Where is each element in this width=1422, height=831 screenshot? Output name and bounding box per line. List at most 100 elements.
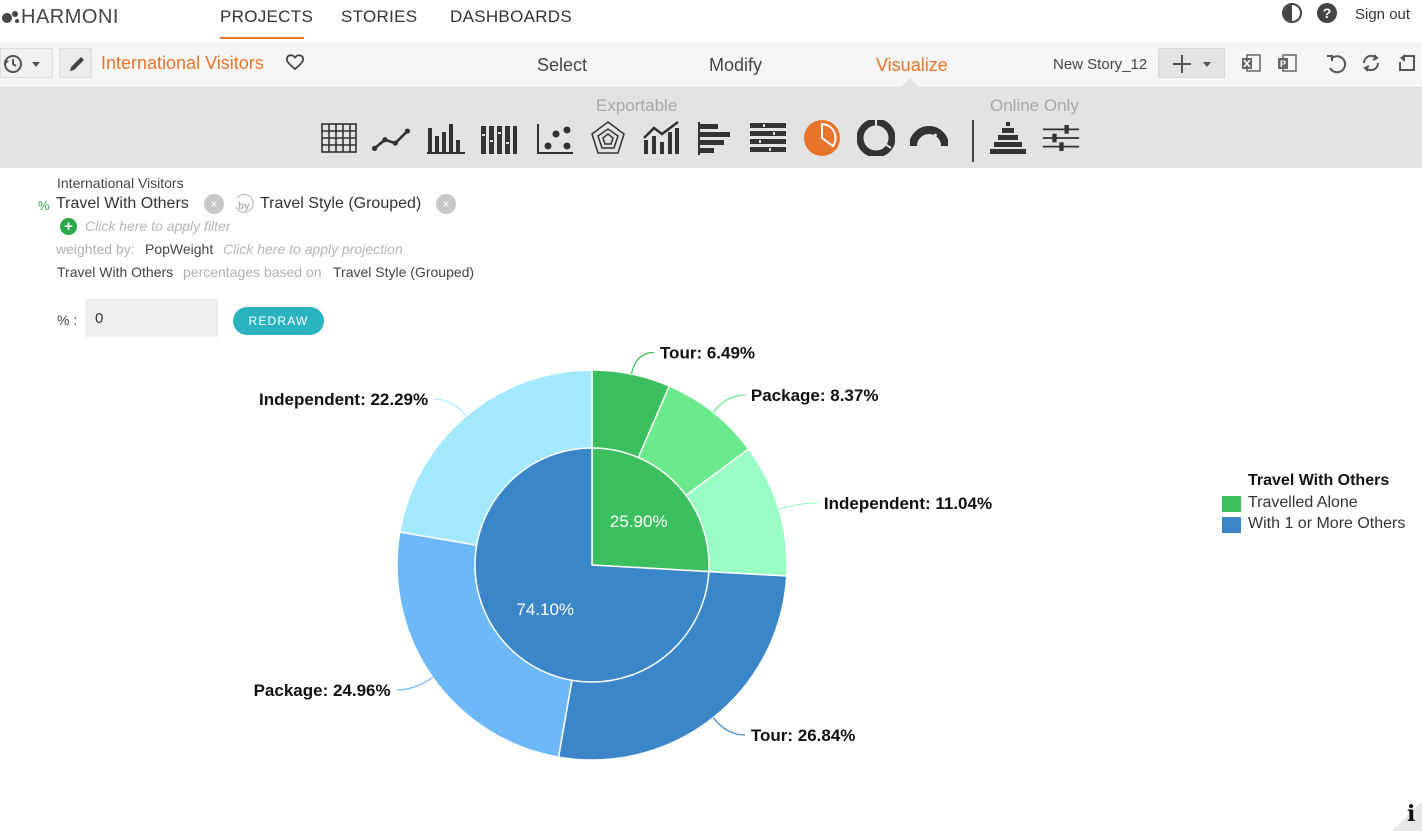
- inner-data-label-1: 74.10%: [516, 600, 574, 619]
- chart-type-stacked-bar[interactable]: [480, 120, 518, 156]
- nav-tab-projects[interactable]: PROJECTS: [220, 7, 314, 26]
- history-icon: [4, 55, 40, 73]
- outer-data-label-5: Independent: 22.29%: [259, 390, 428, 409]
- horizontal-stacked-bar-icon: [750, 123, 786, 152]
- basis-dimension: Travel Style (Grouped): [333, 264, 475, 280]
- apply-filter-link[interactable]: Click here to apply filter: [85, 218, 231, 234]
- outer-data-label-4: Package: 24.96%: [254, 681, 391, 700]
- nav-tab-dashboards[interactable]: DASHBOARDS: [450, 7, 573, 26]
- refresh-icon[interactable]: [1360, 52, 1382, 74]
- info-icon[interactable]: i: [1407, 801, 1416, 827]
- funnel-icon: [990, 122, 1026, 154]
- plus-icon: [1173, 55, 1211, 73]
- legend-swatch: [1222, 517, 1241, 533]
- undo-icon[interactable]: [1325, 52, 1347, 74]
- outer-data-label-1: Package: 8.37%: [751, 386, 879, 405]
- logo-mark-icon: [2, 11, 19, 23]
- measure-chip[interactable]: Travel With Others: [56, 195, 189, 212]
- chart-type-horizontal-stacked-bar[interactable]: [749, 120, 787, 156]
- mode-tab-select[interactable]: Select: [537, 55, 588, 75]
- project-toolbar: International Visitors Select Modify Vis…: [0, 42, 1422, 88]
- story-name[interactable]: New Story_12: [1053, 56, 1148, 73]
- gauge-icon: [910, 126, 948, 147]
- scatter-icon: [537, 124, 573, 154]
- top-navigation: HARMONI PROJECTS STORIES DASHBOARDS ? Si…: [0, 0, 1422, 42]
- chart-type-donut[interactable]: [857, 120, 895, 156]
- redo-icon[interactable]: [1396, 52, 1418, 74]
- donut-icon: [857, 120, 895, 156]
- leader-line-2: [778, 502, 818, 510]
- bar-line-icon: [643, 121, 679, 154]
- remove-dimension-icon[interactable]: ×: [436, 194, 456, 214]
- outer-data-label-3: Tour: 26.84%: [751, 726, 856, 745]
- threshold-label: % :: [57, 312, 78, 328]
- leader-line-0: [630, 351, 654, 375]
- sliders-icon: [1042, 125, 1080, 151]
- sign-out-link[interactable]: Sign out: [1355, 6, 1411, 23]
- threshold-input[interactable]: [85, 299, 218, 337]
- apply-projection-link[interactable]: Click here to apply projection: [223, 241, 403, 257]
- leader-line-5: [434, 398, 467, 417]
- help-icon[interactable]: ?: [1317, 3, 1337, 23]
- stacked-bar-icon: [481, 126, 517, 154]
- chart-type-horizontal-bar[interactable]: [697, 120, 735, 156]
- active-tab-indicator: [220, 37, 304, 39]
- line-chart-icon: [372, 128, 410, 151]
- excel-export-icon[interactable]: [1240, 52, 1262, 74]
- chart-type-bar[interactable]: [427, 120, 465, 156]
- chart-type-divider: [972, 120, 974, 162]
- active-mode-caret: [900, 78, 920, 88]
- chart-type-table[interactable]: [320, 120, 358, 156]
- info-corner[interactable]: [1392, 801, 1422, 831]
- dimension-chip[interactable]: Travel Style (Grouped): [260, 195, 422, 212]
- radar-icon: [591, 121, 625, 154]
- chart-type-line[interactable]: [372, 120, 410, 156]
- history-dropdown-button[interactable]: [0, 48, 53, 78]
- harmoni-logo[interactable]: HARMONI: [2, 4, 119, 30]
- favorite-heart-icon[interactable]: [285, 53, 305, 71]
- basis-measure: Travel With Others: [57, 264, 174, 280]
- chart-type-scatter[interactable]: [536, 120, 574, 156]
- legend-label: With 1 or More Others: [1248, 515, 1406, 532]
- measure-percent-prefix: %: [38, 198, 50, 213]
- logo-text: HARMONI: [21, 5, 119, 28]
- basis-text: percentages based on: [183, 264, 322, 280]
- chart-type-radar[interactable]: [589, 120, 627, 156]
- leader-line-4: [396, 676, 433, 691]
- inner-slice-1[interactable]: [474, 447, 710, 683]
- mode-tab-modify[interactable]: Modify: [709, 55, 763, 75]
- inner-slice-0[interactable]: [591, 447, 710, 573]
- leader-line-1: [712, 394, 745, 413]
- outer-data-label-0: Tour: 6.49%: [660, 343, 755, 362]
- table-icon: [321, 123, 357, 153]
- legend-swatch: [1222, 496, 1241, 512]
- weighted-by-label: weighted by:: [56, 241, 135, 257]
- mode-tab-visualize[interactable]: Visualize: [876, 55, 948, 75]
- bar-chart-icon: [427, 124, 465, 154]
- online-only-section-label: Online Only: [990, 96, 1079, 115]
- leader-line-3: [712, 717, 745, 736]
- horizontal-bar-icon: [698, 122, 730, 155]
- project-title: International Visitors: [101, 53, 264, 73]
- add-to-story-dropdown[interactable]: [1158, 48, 1225, 78]
- chart-type-picker: Exportable Online Only: [0, 88, 1422, 168]
- add-filter-icon[interactable]: +: [60, 218, 77, 235]
- pencil-icon: [70, 57, 84, 71]
- by-swap-icon[interactable]: by: [232, 192, 256, 216]
- remove-measure-icon[interactable]: ×: [204, 194, 224, 214]
- edit-title-button[interactable]: [59, 48, 92, 78]
- legend-title: Travel With Others: [1248, 472, 1390, 489]
- redraw-button[interactable]: REDRAW: [233, 307, 324, 335]
- chart-type-sliders[interactable]: [1042, 120, 1080, 156]
- nav-tab-stories[interactable]: STORIES: [341, 7, 418, 26]
- chart-type-pie[interactable]: [803, 120, 841, 156]
- chart-type-funnel[interactable]: [989, 120, 1027, 156]
- powerpoint-export-icon[interactable]: P: [1276, 52, 1298, 74]
- exportable-section-label: Exportable: [596, 96, 678, 115]
- chart-type-gauge[interactable]: [910, 120, 948, 156]
- chart-type-bar-line[interactable]: [642, 120, 680, 156]
- nested-pie-chart: Tour: 6.49% Package: 8.37% Independent: 11…: [254, 343, 992, 761]
- contrast-icon[interactable]: [1282, 3, 1302, 23]
- weight-variable[interactable]: PopWeight: [145, 241, 214, 257]
- dataset-name: International Visitors: [57, 175, 184, 191]
